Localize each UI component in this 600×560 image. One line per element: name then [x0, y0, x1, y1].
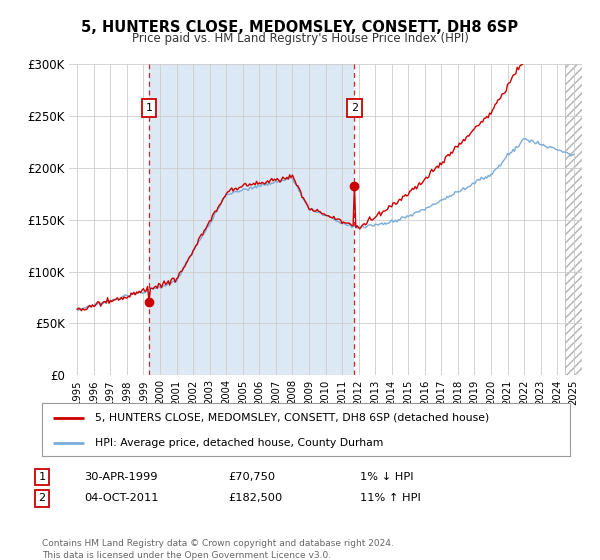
Bar: [149, 64, 355, 375]
Text: 1: 1: [145, 103, 152, 113]
Text: Contains HM Land Registry data © Crown copyright and database right 2024.
This d: Contains HM Land Registry data © Crown c…: [42, 539, 394, 559]
Text: 5, HUNTERS CLOSE, MEDOMSLEY, CONSETT, DH8 6SP (detached house): 5, HUNTERS CLOSE, MEDOMSLEY, CONSETT, DH…: [95, 413, 489, 423]
Text: 1% ↓ HPI: 1% ↓ HPI: [360, 472, 413, 482]
Bar: [565, 64, 582, 375]
Text: Price paid vs. HM Land Registry's House Price Index (HPI): Price paid vs. HM Land Registry's House …: [131, 32, 469, 45]
Text: HPI: Average price, detached house, County Durham: HPI: Average price, detached house, Coun…: [95, 438, 383, 448]
Text: £182,500: £182,500: [228, 493, 282, 503]
Text: 11% ↑ HPI: 11% ↑ HPI: [360, 493, 421, 503]
Text: 1: 1: [38, 472, 46, 482]
Text: 04-OCT-2011: 04-OCT-2011: [84, 493, 158, 503]
Text: 5, HUNTERS CLOSE, MEDOMSLEY, CONSETT, DH8 6SP: 5, HUNTERS CLOSE, MEDOMSLEY, CONSETT, DH…: [82, 20, 518, 35]
Text: 2: 2: [351, 103, 358, 113]
Text: 2: 2: [38, 493, 46, 503]
Text: £70,750: £70,750: [228, 472, 275, 482]
Text: 30-APR-1999: 30-APR-1999: [84, 472, 157, 482]
